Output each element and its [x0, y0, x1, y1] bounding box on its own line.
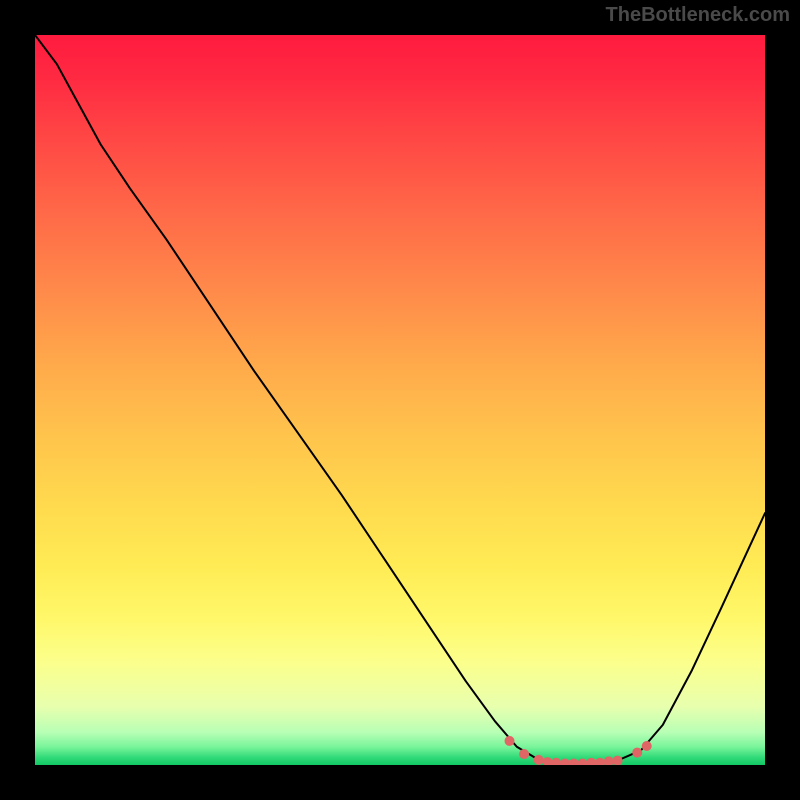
marker-dot — [534, 755, 544, 765]
marker-dot — [632, 748, 642, 758]
watermark-text: TheBottleneck.com — [606, 4, 790, 27]
marker-dot — [519, 749, 529, 759]
marker-dot — [642, 741, 652, 751]
chart-svg — [35, 35, 765, 765]
chart-container: TheBottleneck.com — [0, 0, 800, 800]
marker-dot — [505, 736, 515, 746]
gradient-background — [35, 35, 765, 765]
plot-area — [35, 35, 765, 765]
